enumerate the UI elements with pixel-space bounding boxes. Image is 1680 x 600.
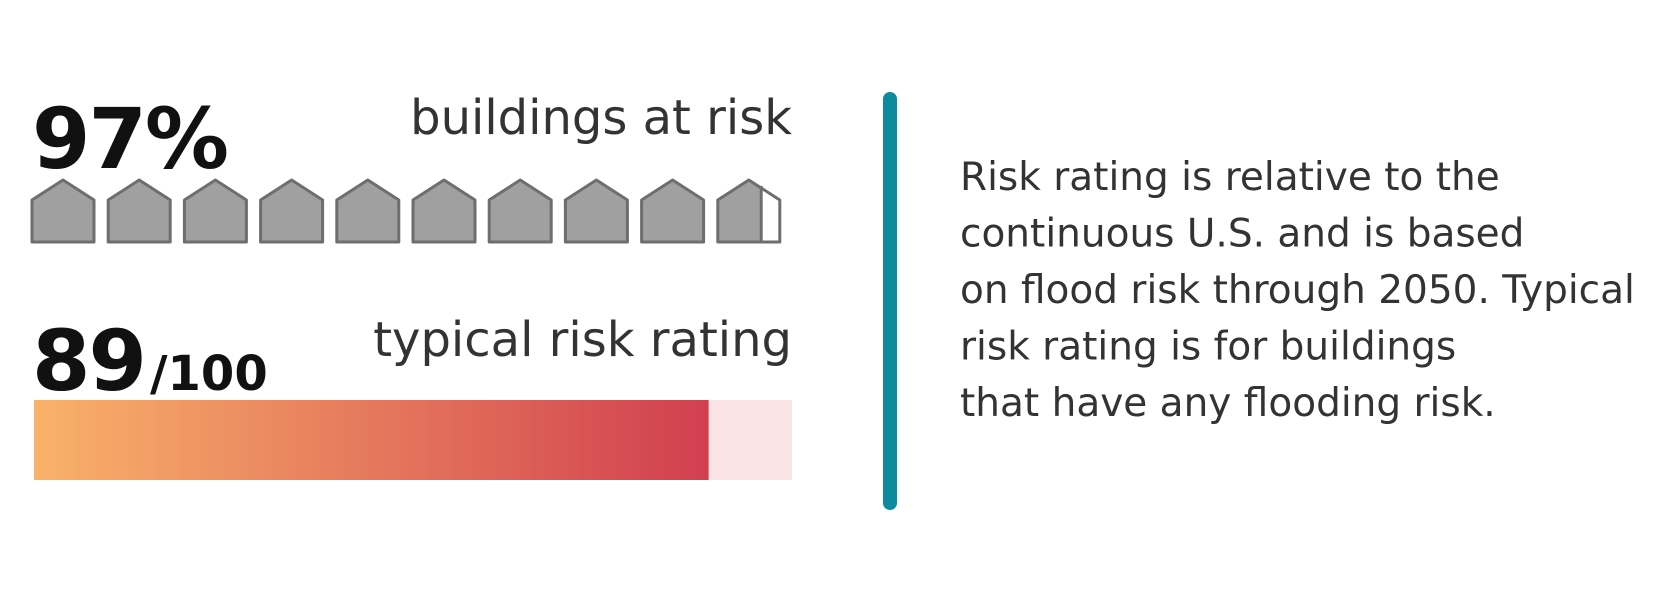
- house-outline: [30, 178, 96, 244]
- rating-label: typical risk rating: [373, 312, 792, 368]
- house-fill: [565, 180, 628, 242]
- buildings-label: buildings at risk: [410, 90, 792, 146]
- rating-value: 89: [32, 312, 145, 410]
- house-pictogram: [30, 178, 782, 244]
- house-fill: [489, 180, 552, 242]
- house-outline: [259, 178, 325, 244]
- note-line: that have any flooding risk.: [960, 381, 1496, 426]
- house-fill: [413, 180, 475, 242]
- note-line: risk rating is for buildings: [960, 325, 1456, 370]
- buildings-value: 97%: [32, 90, 227, 188]
- house-outline: [411, 178, 477, 244]
- note: Risk rating is relative to the continuous…: [960, 155, 1635, 426]
- note-line: on flood risk through 2050. Typical: [960, 268, 1635, 313]
- house-fill: [108, 180, 171, 242]
- note-line: continuous U.S. and is based: [960, 212, 1524, 257]
- house-outline: [563, 178, 629, 244]
- house-outline: [640, 178, 706, 244]
- house-fill: [184, 180, 247, 242]
- house-outline: [716, 178, 782, 244]
- house-fill: [717, 180, 762, 242]
- house-outline: [182, 178, 248, 244]
- house-fill: [336, 180, 399, 242]
- house-fill: [260, 180, 323, 242]
- divider: [883, 92, 897, 510]
- house-outline: [487, 178, 553, 244]
- rating-max: /100: [150, 346, 268, 402]
- house-outline: [106, 178, 172, 244]
- rating-bar: [34, 400, 709, 480]
- house-fill: [32, 180, 94, 242]
- house-fill: [641, 180, 704, 242]
- house-outline: [335, 178, 401, 244]
- note-line: Risk rating is relative to the: [960, 155, 1500, 200]
